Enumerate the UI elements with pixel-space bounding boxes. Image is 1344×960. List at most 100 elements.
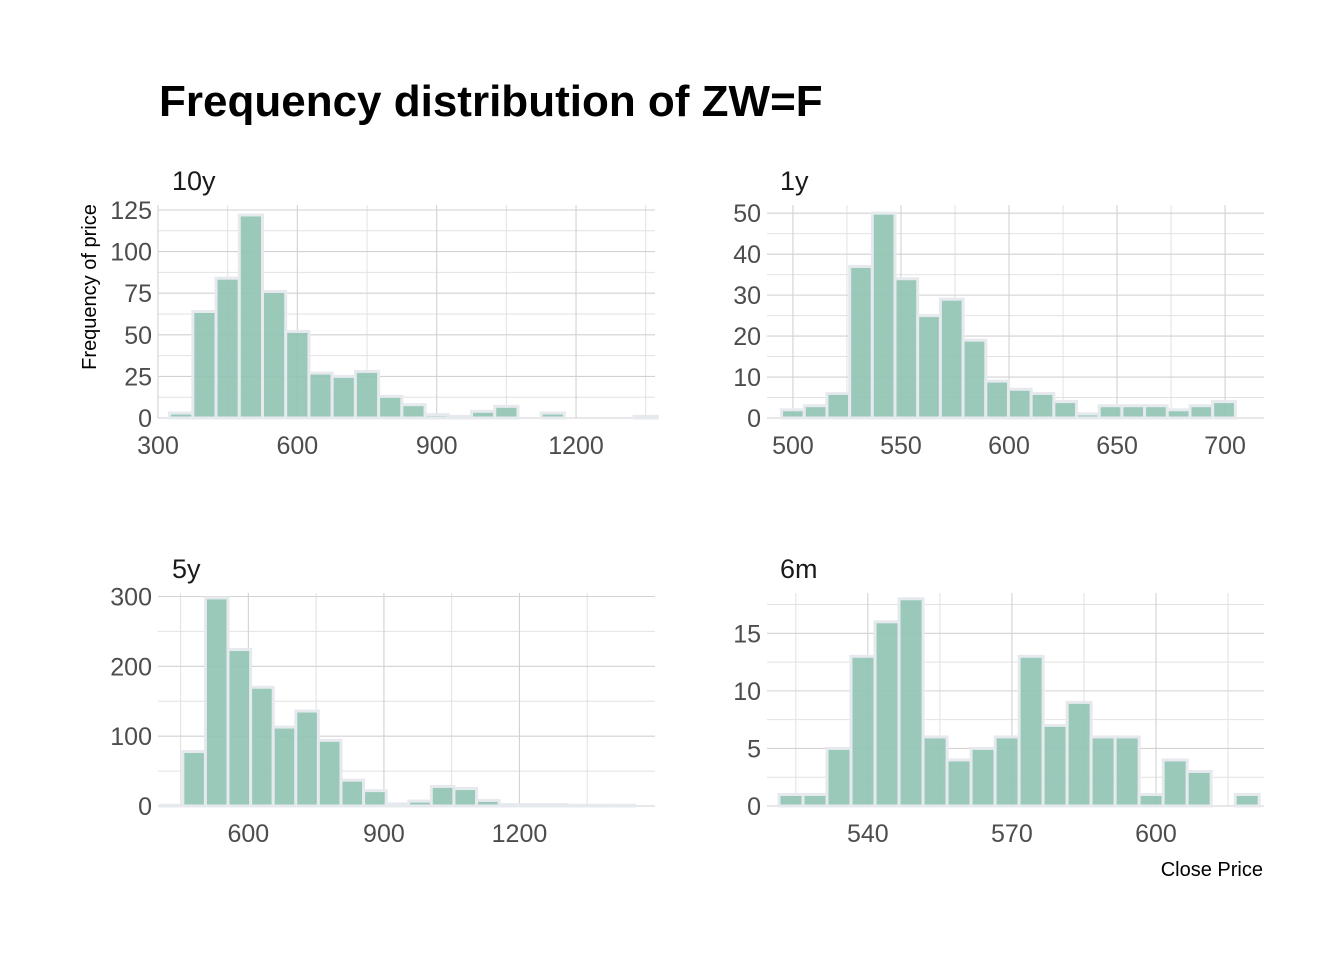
histogram-bar — [181, 750, 207, 808]
histogram-bar — [873, 620, 901, 808]
histogram-bar — [316, 738, 343, 808]
x-axis-label: Close Price — [1161, 859, 1263, 881]
y-tick-label: 25 — [124, 363, 152, 391]
histogram-bar — [237, 213, 265, 420]
histogram-bar — [897, 597, 925, 808]
histogram-bar — [1052, 400, 1079, 420]
x-tick-label: 600 — [988, 432, 1030, 460]
histogram-bar — [802, 404, 829, 420]
histogram-bar — [470, 409, 497, 420]
histogram-bar — [362, 789, 388, 808]
histogram-bar — [825, 746, 853, 808]
histogram-bar — [446, 414, 474, 420]
histogram-bar — [1029, 391, 1056, 420]
histogram-bar — [249, 685, 275, 808]
panel-title: 5y — [172, 554, 201, 584]
y-tick-label: 40 — [733, 241, 761, 269]
y-tick-label: 100 — [110, 723, 152, 751]
x-tick-label: 1200 — [548, 432, 604, 460]
histogram-bar — [969, 746, 997, 808]
histogram-bar — [284, 329, 311, 420]
y-tick-label: 50 — [733, 200, 761, 228]
histogram-bar — [1188, 404, 1215, 420]
y-tick-label: 0 — [138, 793, 152, 821]
histogram-bar — [1017, 654, 1045, 808]
y-tick-label: 5 — [747, 735, 761, 763]
x-tick-label: 900 — [416, 432, 458, 460]
histogram-bar — [1041, 723, 1069, 808]
histogram-bar — [1065, 700, 1093, 808]
y-tick-label: 100 — [110, 239, 152, 267]
histogram-bar — [1006, 387, 1033, 420]
x-tick-label: 540 — [847, 820, 889, 848]
histogram-bar — [429, 784, 456, 808]
histogram-bar — [848, 264, 874, 420]
histogram-bar — [777, 792, 805, 808]
histogram-bar — [542, 803, 569, 808]
histogram-bar — [214, 276, 241, 420]
histogram-bar — [539, 411, 566, 420]
histogram-bar — [294, 709, 320, 808]
histogram-bar — [1161, 758, 1189, 808]
y-tick-label: 10 — [733, 678, 761, 706]
histogram-bar — [339, 778, 366, 808]
histogram-bar — [916, 314, 942, 420]
histogram-bar — [497, 803, 524, 808]
histogram-bar — [825, 391, 852, 420]
histogram-bar — [961, 338, 988, 420]
histogram-bar — [801, 792, 829, 808]
histogram-bar — [1075, 412, 1101, 420]
histogram-bar — [1143, 404, 1169, 420]
y-tick-label: 0 — [747, 405, 761, 433]
x-tick-label: 550 — [880, 432, 922, 460]
x-tick-label: 650 — [1096, 432, 1138, 460]
histogram-bar — [168, 411, 195, 420]
y-tick-label: 75 — [124, 280, 152, 308]
y-axis-label: Frequency of price — [79, 204, 101, 370]
histogram-bar — [226, 648, 253, 808]
y-tick-label: 30 — [733, 282, 761, 310]
histogram-bar — [780, 408, 806, 420]
y-tick-label: 300 — [110, 583, 152, 611]
histogram-bar — [1165, 408, 1192, 420]
histogram-bar — [893, 277, 920, 420]
histogram-bar — [938, 297, 965, 420]
histogram-bar — [984, 379, 1010, 420]
histogram-bar — [271, 725, 298, 808]
histogram-bar — [191, 310, 218, 420]
y-tick-label: 10 — [733, 364, 761, 392]
x-tick-label: 500 — [772, 432, 814, 460]
histogram-bar — [1120, 404, 1147, 420]
panel-6m: 540 570 600 0 5 10 15 6m — [733, 554, 1264, 848]
histogram-bar — [1185, 769, 1213, 808]
x-tick-label: 600 — [276, 432, 318, 460]
x-tick-label: 1200 — [492, 820, 548, 848]
histogram-bar — [1089, 735, 1117, 808]
histogram-bar — [870, 211, 897, 420]
histogram-bar — [307, 371, 334, 420]
panel-title: 6m — [780, 554, 818, 584]
histogram-bar — [565, 803, 591, 808]
y-tick-label: 15 — [733, 620, 761, 648]
histogram-bar — [407, 799, 433, 808]
y-tick-label: 200 — [110, 653, 152, 681]
x-tick-label: 700 — [1204, 432, 1246, 460]
histogram-bar — [1211, 400, 1237, 420]
histogram-bar — [261, 290, 288, 420]
panel-10y: 300 600 900 1200 0 25 50 75 100 125 10y — [110, 166, 659, 460]
histogram-bar — [353, 369, 381, 420]
x-tick-label: 570 — [991, 820, 1033, 848]
histogram-bar — [610, 803, 637, 808]
histogram-bar — [452, 787, 479, 808]
x-tick-label: 300 — [137, 432, 179, 460]
histogram-bar — [475, 798, 501, 808]
histogram-bar — [203, 596, 230, 808]
histogram-bar — [423, 413, 450, 420]
histogram-bar — [993, 735, 1021, 808]
y-tick-label: 0 — [138, 405, 152, 433]
histogram-bar — [377, 394, 404, 420]
histogram-bar — [493, 404, 520, 420]
histogram-bar — [158, 803, 185, 808]
